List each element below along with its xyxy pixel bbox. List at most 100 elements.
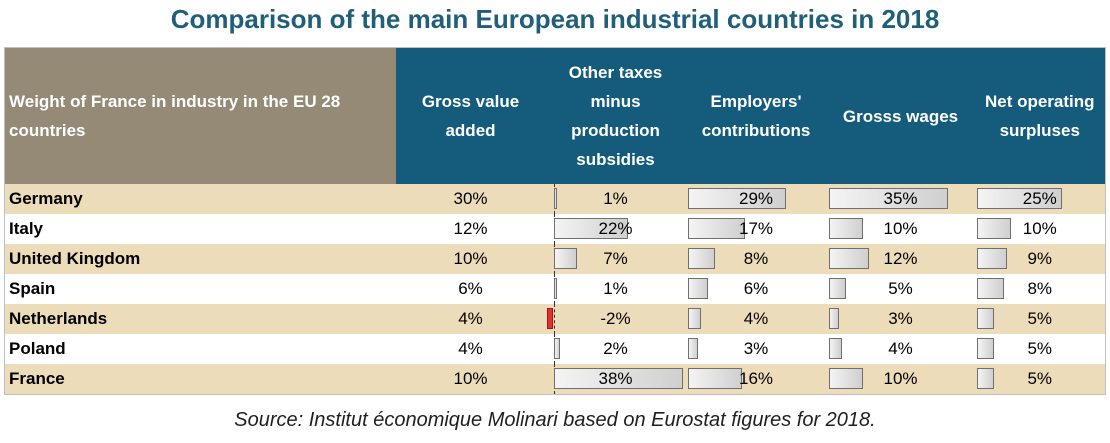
value-label-taxes: 2% (603, 339, 628, 358)
cell-taxes: 1% (545, 274, 686, 304)
value-label-gva: 30% (453, 189, 488, 208)
data-bar-taxes (553, 368, 683, 389)
data-bar-surplus (976, 248, 1008, 269)
cell-taxes: 7% (545, 244, 686, 274)
data-bar-wages (828, 218, 863, 239)
value-label-taxes: 38% (598, 369, 633, 388)
data-bar-surplus (976, 338, 994, 359)
value-label-surplus: 5% (1027, 339, 1053, 358)
zero-axis-line (553, 304, 555, 334)
value-label-employers: 17% (738, 219, 774, 238)
data-bar-taxes (546, 308, 554, 329)
value-label-wages: 5% (888, 279, 913, 298)
country-label: Spain (4, 274, 396, 304)
data-bar-employers (687, 338, 698, 359)
cell-gva: 10% (395, 364, 546, 395)
data-bar-wages (828, 368, 863, 389)
table-row: France 10% 38% 16% 10% 5% (4, 364, 1106, 395)
data-bar-wages (828, 188, 948, 209)
cell-surplus: 10% (974, 214, 1106, 244)
value-label-wages: 35% (883, 189, 918, 208)
data-bar-surplus (976, 368, 994, 389)
cell-surplus: 8% (974, 274, 1106, 304)
cell-gva: 4% (395, 334, 546, 364)
cell-wages: 12% (826, 244, 975, 274)
source-note: Source: Institut économique Molinari bas… (234, 409, 876, 431)
table-row: Netherlands 4% -2% 4% 3% 5% (4, 304, 1106, 334)
table-body: Germany 30% 1% 29% 35% 25% Italy 12% 22% 17% 10% 10… (4, 184, 1106, 395)
column-header-taxes: Other taxes minus production subsidies (545, 47, 686, 184)
cell-gva: 10% (395, 244, 546, 274)
value-label-employers: 3% (743, 339, 769, 358)
country-label: Italy (4, 214, 396, 244)
cell-employers: 16% (685, 364, 827, 395)
column-header-gva: Gross value added (395, 47, 546, 184)
data-bar-wages (828, 278, 846, 299)
column-header-wages: Grosss wages (826, 47, 975, 184)
cell-employers: 8% (685, 244, 827, 274)
value-label-employers: 29% (738, 189, 774, 208)
table-row: Poland 4% 2% 3% 4% 5% (4, 334, 1106, 364)
value-label-gva: 10% (453, 249, 488, 268)
cell-taxes: 1% (545, 184, 686, 214)
data-bar-employers (687, 248, 715, 269)
data-bar-wages (828, 308, 839, 329)
value-label-surplus: 5% (1027, 369, 1053, 388)
cell-gva: 30% (395, 184, 546, 214)
value-label-taxes: 1% (603, 189, 628, 208)
value-label-gva: 4% (458, 309, 483, 328)
cell-wages: 5% (826, 274, 975, 304)
chart-title: Comparison of the main European industri… (170, 4, 940, 34)
value-label-gva: 12% (453, 219, 488, 238)
cell-wages: 10% (826, 214, 975, 244)
comparison-table: Weight of France in industry in the EU 2… (4, 47, 1106, 395)
column-header-surplus: Net operating surpluses (974, 47, 1106, 184)
table-row: Spain 6% 1% 6% 5% 8% (4, 274, 1106, 304)
value-label-wages: 10% (883, 219, 918, 238)
cell-gva: 4% (395, 304, 546, 334)
value-label-gva: 4% (458, 339, 483, 358)
value-label-surplus: 5% (1027, 309, 1053, 328)
table-row: Italy 12% 22% 17% 10% 10% (4, 214, 1106, 244)
value-label-wages: 12% (883, 249, 918, 268)
value-label-wages: 10% (883, 369, 918, 388)
data-bar-taxes (553, 248, 578, 269)
data-bar-taxes (553, 218, 629, 239)
data-bar-employers (687, 278, 708, 299)
cell-employers: 4% (685, 304, 827, 334)
cell-surplus: 5% (974, 334, 1106, 364)
cell-wages: 3% (826, 304, 975, 334)
data-bar-surplus (976, 278, 1004, 299)
cell-wages: 35% (826, 184, 975, 214)
cell-employers: 6% (685, 274, 827, 304)
cell-gva: 6% (395, 274, 546, 304)
value-label-taxes: -2% (600, 309, 631, 328)
cell-taxes: 2% (545, 334, 686, 364)
table-row: United Kingdom 10% 7% 8% 12% 9% (4, 244, 1106, 274)
value-label-employers: 16% (738, 369, 774, 388)
data-bar-taxes (553, 338, 561, 359)
cell-wages: 10% (826, 364, 975, 395)
value-label-wages: 3% (888, 309, 913, 328)
country-label: United Kingdom (4, 244, 396, 274)
cell-employers: 29% (685, 184, 827, 214)
cell-employers: 17% (685, 214, 827, 244)
data-bar-taxes (553, 188, 557, 209)
value-label-taxes: 7% (603, 249, 628, 268)
cell-taxes: 22% (545, 214, 686, 244)
cell-surplus: 9% (974, 244, 1106, 274)
value-label-gva: 10% (453, 369, 488, 388)
data-bar-employers (687, 188, 787, 209)
data-bar-employers (687, 368, 742, 389)
cell-taxes: -2% (545, 304, 686, 334)
value-label-wages: 4% (888, 339, 913, 358)
value-label-employers: 8% (743, 249, 769, 268)
country-label: Netherlands (4, 304, 396, 334)
value-label-gva: 6% (458, 279, 483, 298)
cell-taxes: 38% (545, 364, 686, 395)
data-bar-taxes (553, 278, 557, 299)
header-row: Weight of France in industry in the EU 2… (4, 47, 1106, 184)
cell-surplus: 25% (974, 184, 1106, 214)
column-header-employers: Employers' contributions (685, 47, 827, 184)
value-label-employers: 4% (743, 309, 769, 328)
